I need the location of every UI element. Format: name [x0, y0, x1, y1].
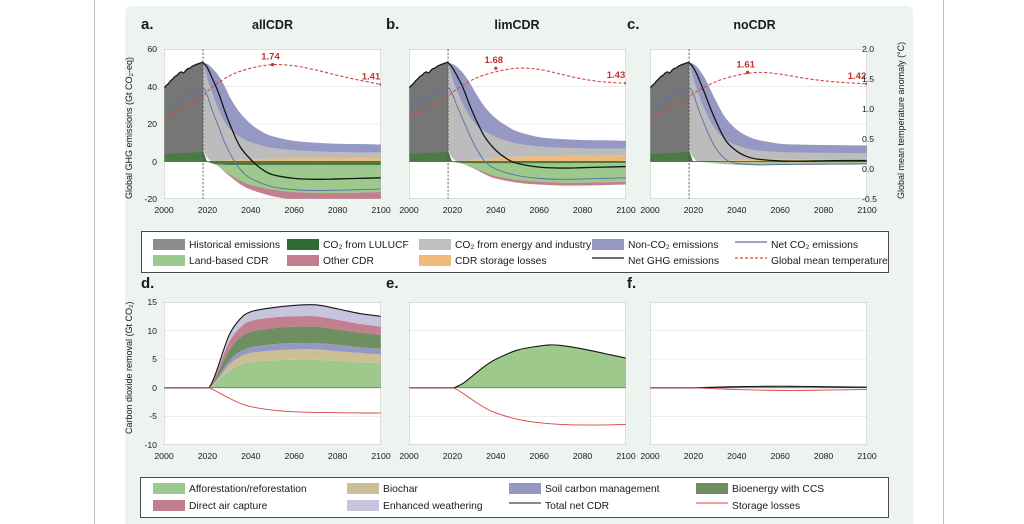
- svg-text:1.68: 1.68: [485, 55, 504, 66]
- svg-text:1.41: 1.41: [362, 71, 381, 82]
- svg-text:1.74: 1.74: [261, 52, 280, 63]
- svg-text:1.43: 1.43: [607, 70, 626, 81]
- svg-text:1.61: 1.61: [736, 59, 755, 70]
